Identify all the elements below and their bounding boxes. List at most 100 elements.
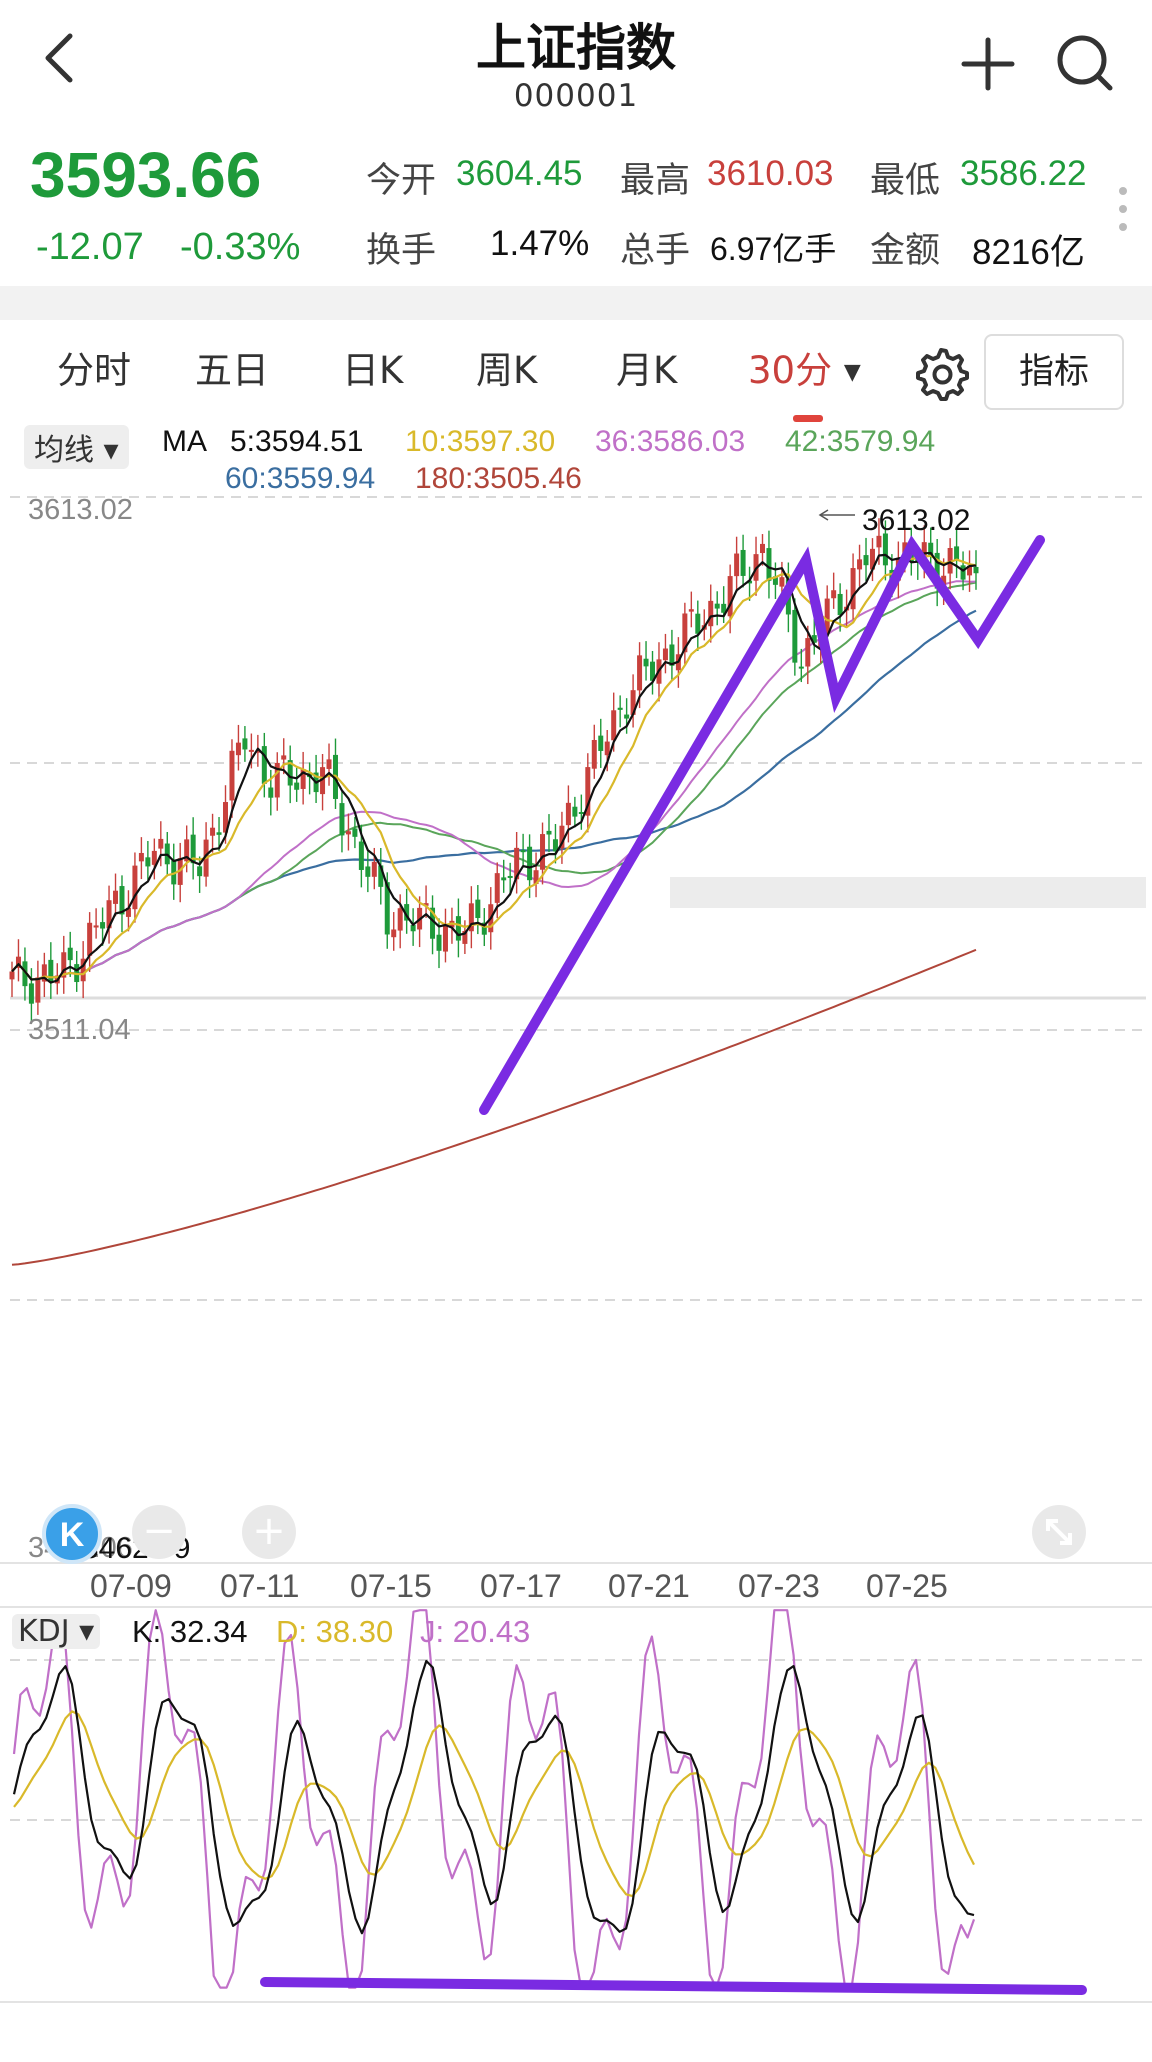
candle-body [624,714,630,719]
candle-body [61,952,67,978]
candle-body [611,710,617,741]
expand-icon [1046,1519,1072,1545]
divider-band [0,286,1152,320]
tab-monthly-k[interactable]: 月K [616,349,678,392]
grid-lines [10,496,1146,1301]
turnover-value: 1.47% [490,224,590,263]
axis-top-label: 3613.02 [28,494,133,526]
candle-body [578,812,584,815]
date-label: 07-25 [866,1568,948,1604]
minus-icon: − [142,1508,176,1554]
active-tab-indicator [793,415,823,422]
low-label: 最低 [870,161,941,201]
ma-dropdown[interactable]: 均线 ▾ [24,425,129,469]
candle-body [585,767,591,816]
candle-body [352,828,358,837]
candle-body [572,806,578,817]
candle-body [514,847,520,880]
trend-annotation [479,509,1045,1115]
date-label: 07-23 [738,1568,820,1604]
candle-body [708,600,714,627]
current-price: 3593.66 [30,139,262,211]
candle-body [876,535,882,548]
ma36-value: 36:3586.03 [595,425,746,458]
tab-intraday[interactable]: 分时 [57,349,131,392]
kdj-d-path [13,1710,975,1898]
amount-label: 金额 [870,231,941,271]
kdj-d-line [13,1710,975,1898]
ma42-value: 42:3579.94 [785,425,936,458]
candle-body [727,576,733,617]
search-button[interactable] [1052,30,1118,96]
candle-body [637,655,643,691]
candle-body [248,749,254,752]
candle-body [662,648,668,661]
candle-body [928,542,934,557]
candle-body [274,762,280,798]
search-icon [1057,35,1113,91]
candle-body [565,802,571,826]
fullscreen-button[interactable] [1032,1505,1086,1559]
candle-body [455,916,461,941]
candle-body [688,609,694,612]
ma10-path [11,554,977,981]
open-value: 3604.45 [456,154,583,193]
ma10-value: 10:3597.30 [405,425,556,458]
candles [9,518,979,1022]
candle-body [863,555,869,566]
kdj-dropdown[interactable]: KDJ ▾ [12,1614,101,1649]
candle-body [287,760,293,786]
candle-body [190,834,196,864]
candle-body [106,900,112,929]
candle-body [947,548,953,574]
candle-body [410,925,416,932]
tab-five-day[interactable]: 五日 [195,349,269,392]
candle-body [630,690,636,715]
candle-body [682,613,688,653]
kdj-d-value: D: 38.30 [276,1614,394,1649]
candle-body [501,877,507,881]
candle-body [242,738,248,750]
indicator-button[interactable]: 指标 [984,334,1124,410]
more-dots-icon[interactable] [1118,186,1128,232]
ma180-path [11,948,977,1266]
amount-value: 8216亿 [972,233,1085,272]
candle-body [954,546,960,561]
candle-body [100,922,106,929]
candle-body [158,838,164,849]
turnover-label: 换手 [366,231,437,271]
brand-k-button[interactable]: K [40,1502,104,1566]
candle-body [255,750,261,753]
ma5-path [11,551,977,984]
ma180-value: 180:3505.46 [415,462,582,495]
candle-body [28,983,34,1004]
candle-body [714,603,720,609]
zoom-in-button[interactable]: + [242,1505,296,1559]
tab-weekly-k[interactable]: 周K [476,349,538,392]
candle-body [339,803,345,836]
ma5-line [11,551,977,984]
stock-code: 000001 [513,78,639,114]
candle-body [643,658,649,667]
candle-body [67,947,73,961]
candle-body [41,964,47,982]
tab-daily-k[interactable]: 日K [342,349,404,392]
price-change: -12.07 [36,226,144,268]
candle-body [617,707,623,710]
kdj-k-line [12,1659,975,1935]
plus-icon [961,37,1015,91]
back-button[interactable] [34,28,84,88]
high-value: 3610.03 [707,154,834,193]
candle-body [759,543,765,554]
kdj-j-path [12,1609,976,1989]
candle-body [300,769,306,789]
candle-body [798,666,804,669]
tab-30min[interactable]: 30分 ▼ [748,340,861,394]
candle-body [35,977,41,1003]
add-watchlist-button[interactable] [958,34,1018,94]
kdj-grid [10,1659,1146,1821]
page-title: 上证指数 [476,19,676,77]
settings-button[interactable] [912,344,970,402]
zoom-out-button[interactable]: − [132,1505,186,1559]
